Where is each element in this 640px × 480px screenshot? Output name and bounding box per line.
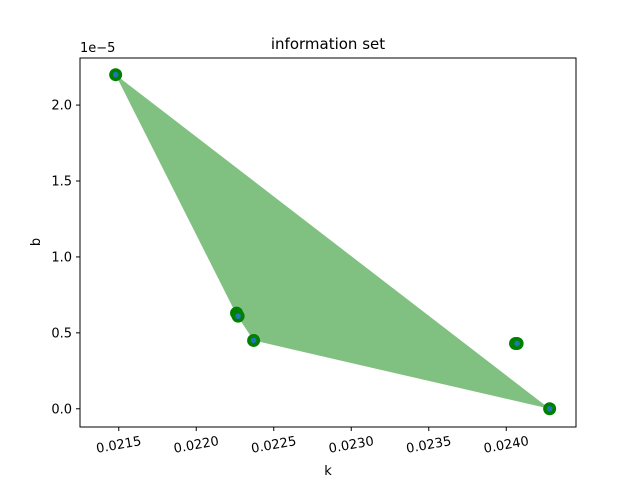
x-tick-label: 0.0220 bbox=[173, 434, 220, 457]
y-tick-label: 1.5 bbox=[51, 175, 72, 190]
point-marker-inner bbox=[112, 71, 119, 78]
chart-title: information set bbox=[271, 35, 385, 53]
y-axis: 0.0 0.5 1.0 1.5 2.0 bbox=[51, 99, 80, 417]
y-axis-label: b bbox=[29, 238, 44, 246]
x-axis: 0.0215 0.0220 0.0225 0.0230 0.0235 0.0240 bbox=[95, 427, 530, 457]
x-tick-label: 0.0230 bbox=[328, 434, 375, 457]
plot-layer bbox=[109, 68, 557, 416]
point-marker-inner bbox=[546, 405, 553, 412]
hull-area bbox=[115, 74, 550, 409]
y-offset-label: 1e−5 bbox=[80, 41, 115, 56]
point-marker-inner bbox=[514, 340, 520, 347]
x-tick-label: 0.0215 bbox=[95, 434, 142, 457]
y-tick-label: 1.0 bbox=[51, 250, 72, 265]
x-axis-label: k bbox=[324, 464, 332, 479]
point-marker-inner bbox=[235, 313, 241, 319]
y-tick-label: 0.0 bbox=[51, 402, 72, 417]
x-tick-label: 0.0225 bbox=[250, 434, 297, 457]
y-tick-label: 0.5 bbox=[51, 326, 72, 341]
x-tick-label: 0.0240 bbox=[483, 434, 530, 457]
x-tick-label: 0.0235 bbox=[405, 434, 452, 457]
point-marker-inner bbox=[250, 337, 257, 344]
y-tick-label: 2.0 bbox=[51, 99, 72, 114]
plot-frame bbox=[79, 57, 577, 428]
